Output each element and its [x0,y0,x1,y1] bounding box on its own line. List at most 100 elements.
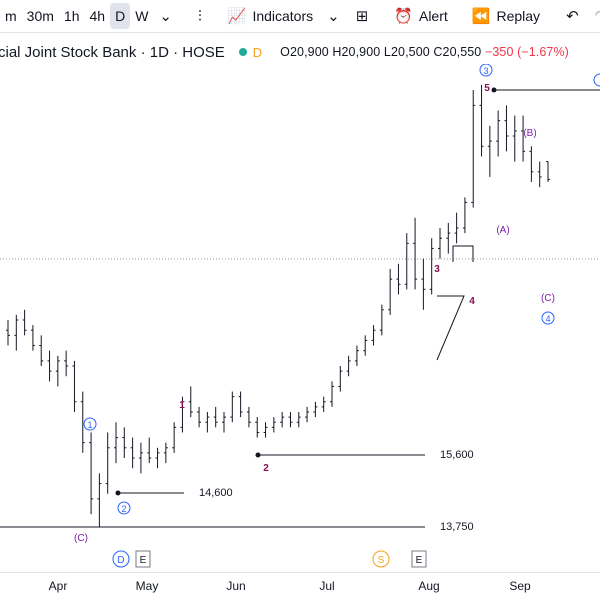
ohlc-bar [47,350,52,382]
indicators-button[interactable]: 📈 Indicators [222,3,319,29]
ohlc-bar [529,146,534,182]
ohlc-bar [230,391,235,423]
price-chart[interactable]: 15,600 14,600 13,750 1 2 3 4 5 (A) (B) (… [0,64,600,572]
ohlc-bar [64,350,69,377]
svg-text:E: E [140,555,147,566]
timeframe-4h[interactable]: 4h [89,8,106,24]
ohlc-bar [122,427,127,458]
ohlc-bar [396,263,401,295]
redo-icon[interactable]: ↷ [595,7,600,25]
svg-text:2: 2 [121,504,126,514]
ohlc-bar [313,401,318,418]
ohlc-bar [163,442,168,464]
timeframe-30m[interactable]: 30m [26,8,54,24]
ohlc-bar [363,335,368,356]
ohlc-bar [330,381,334,407]
data-delay-badge: D [252,44,263,60]
level-anchor-dot [115,490,121,496]
indicators-icon: 📈 [227,8,247,25]
ohlc-bar [246,406,251,428]
time-axis-label: May [135,579,159,593]
ohlc-bar [271,417,276,433]
top-toolbar: m 30m 1h 4h D W ⌄ ⫶ 📈 Indicators ⌄ ⊞ ⏰ A… [0,0,600,33]
ohlc-bar [180,396,185,433]
ohlc-bar [346,355,351,377]
ohlc-bar [105,432,110,494]
wave-label-2: 2 [263,463,269,474]
timeframe-1h[interactable]: 1h [63,8,80,24]
box-pattern [452,245,474,262]
layout-grid-icon[interactable]: ⊞ [355,8,369,25]
ohlc-bar [479,84,484,157]
wave-label-1: 1 [179,400,185,411]
earnings-marker[interactable]: E [135,550,151,568]
ohlc-bar [55,355,60,387]
ohlc-bar [462,197,467,234]
ohlc-bar [321,396,326,412]
ohlc-bar [80,391,85,453]
split-marker[interactable]: S [372,550,390,568]
ohlc-bars [6,84,550,527]
circle-label-4: 4 [541,311,555,325]
time-axis[interactable]: Apr May Jun Jul Aug Sep [0,572,600,601]
time-axis-label: Jun [226,579,246,593]
ohlc-bar [296,412,301,428]
ohlc-bar [512,115,517,162]
svg-text:4: 4 [545,314,550,324]
chevron-down-icon[interactable]: ⌄ [327,8,340,25]
alert-button[interactable]: ⏰ Alert [388,3,453,29]
wave-label-b: (B) [523,128,536,139]
undo-icon[interactable]: ↶ [566,8,579,25]
replay-button[interactable]: ⏪ Replay [466,3,546,29]
bar-style-icon[interactable]: ⫶ [197,7,202,25]
ohlc-bar [338,366,343,392]
change-value: −350 (−1.67%) [484,45,569,59]
ohlc-bar [288,412,293,428]
ohlc-bar [438,228,442,259]
ohlc-bar [205,412,210,433]
ohlc-bar [22,309,27,336]
circle-label-1: 1 [83,417,97,431]
ohlc-bar [521,115,526,162]
indicators-label: Indicators [252,8,314,24]
ohlc-bar [537,161,542,188]
ohlc-bar [188,386,193,418]
ohlc-bar [471,90,476,208]
ohlc-bar [280,412,285,428]
wave-label-4: 4 [469,296,475,307]
symbol-legend: cial Joint Stock Bank · 1D · HOSE D O20,… [0,40,569,64]
ohlc-bar [72,360,77,412]
svg-text:3: 3 [483,66,488,76]
ohlc-bar [30,325,35,351]
earnings-marker[interactable]: E [411,550,427,568]
high-value: H20,900 [332,45,381,59]
ohlc-bar [263,422,268,438]
level-label-13750: 13,750 [440,521,474,533]
ohlc-bar [487,125,492,177]
time-axis-label: Aug [418,579,440,593]
market-status-dot [238,48,247,56]
ohlc-bar [238,391,243,418]
level-label-14600: 14,600 [199,487,233,499]
open-value: O20,900 [280,45,329,59]
close-value: C20,550 [433,45,482,59]
replay-label: Replay [496,8,541,24]
triangle-pattern [436,295,465,361]
timeframe-day[interactable]: D [110,3,131,29]
timeframe-week[interactable]: W [135,8,149,24]
peak-anchor-dot [491,87,497,93]
ohlc-bar [130,437,135,469]
symbol-title[interactable]: cial Joint Stock Bank · 1D · HOSE [0,43,225,61]
dividend-marker[interactable]: D [112,550,130,568]
ohlc-bar [371,325,376,346]
time-axis-label: Sep [509,579,531,593]
wave-label-3: 3 [434,264,440,275]
svg-text:S: S [378,555,385,566]
ohlc-bar [421,258,426,310]
ohlc-bar [197,406,202,428]
time-axis-label: Jul [319,579,335,593]
wave-label-a: (A) [496,225,509,236]
chevron-down-icon[interactable]: ⌄ [159,8,172,25]
ohlc-bar [222,412,226,433]
timeframe-minutes[interactable]: m [5,8,17,24]
